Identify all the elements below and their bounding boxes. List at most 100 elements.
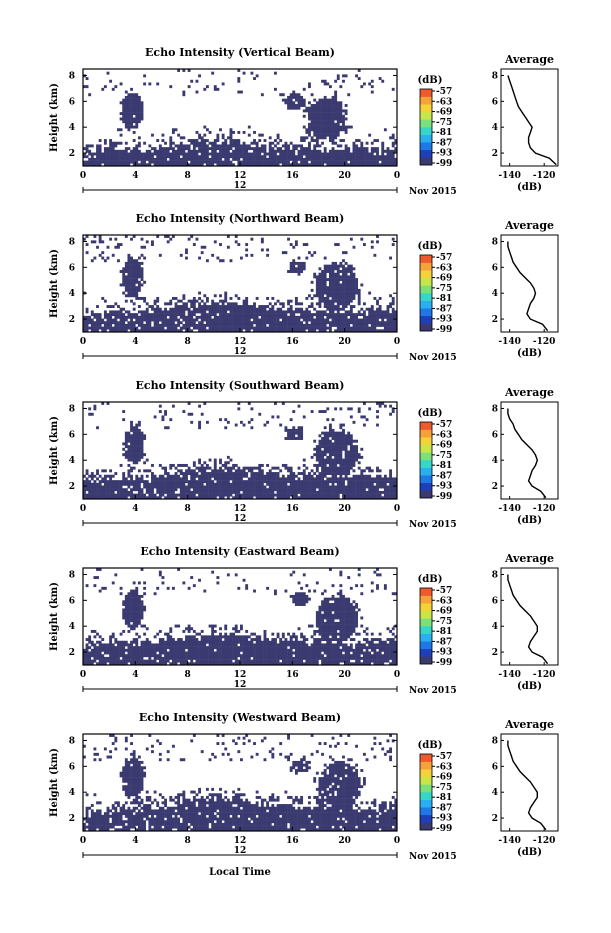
echo-cell: [240, 469, 243, 472]
echo-cell: [292, 265, 295, 268]
echo-cell: [143, 313, 146, 316]
echo-cell: [313, 319, 316, 322]
echo-cell: [237, 297, 240, 300]
echo-cell: [321, 158, 324, 161]
echo-cell: [182, 491, 185, 494]
echo-cell: [169, 158, 172, 161]
echo-cell: [130, 480, 133, 483]
echo-cell: [138, 96, 141, 99]
echo-cell: [133, 657, 136, 660]
echo-cell: [222, 494, 225, 497]
echo-cell: [122, 483, 125, 486]
echo-cell: [235, 147, 238, 150]
echo-cell: [269, 475, 272, 478]
echo-cell: [313, 115, 316, 118]
echo-cell: [175, 467, 178, 470]
echo-cell: [120, 308, 123, 311]
colorbar-tick-label: -69: [436, 108, 452, 118]
echo-cell: [277, 313, 280, 316]
echo-cell: [203, 467, 206, 470]
echo-cell: [127, 592, 130, 595]
echo-cell: [329, 284, 332, 287]
echo-cell: [371, 327, 374, 330]
echo-cell: [319, 300, 322, 303]
echo-cell: [287, 155, 290, 158]
echo-cell: [164, 153, 167, 156]
echo-cell: [290, 99, 293, 102]
echo-cell: [237, 153, 240, 156]
echo-cell: [316, 115, 319, 118]
echo-cell: [143, 437, 146, 440]
echo-cell: [235, 324, 238, 327]
echo-cell: [216, 161, 219, 164]
echo-cell: [222, 483, 225, 486]
echo-cell: [154, 150, 157, 153]
echo-cell: [201, 161, 204, 164]
echo-cell: [138, 321, 141, 324]
echo-cell: [127, 321, 130, 324]
echo-cell: [245, 300, 248, 303]
echo-cell: [329, 313, 332, 316]
echo-cell: [209, 321, 212, 324]
echo-cell: [167, 475, 170, 478]
echo-cell: [188, 139, 191, 142]
echo-cell: [253, 305, 256, 308]
echo-cell: [329, 494, 332, 497]
echo-cell: [298, 426, 301, 429]
echo-cell: [371, 308, 374, 311]
echo-cell: [324, 120, 327, 123]
echo-cell: [117, 488, 120, 491]
echo-cell: [256, 494, 259, 497]
echo-cell: [311, 136, 314, 139]
echo-cell: [216, 147, 219, 150]
echo-cell: [162, 150, 165, 153]
echo-cell: [256, 319, 259, 322]
echo-cell: [135, 442, 138, 445]
echo-cell: [203, 294, 206, 297]
echo-cell: [311, 289, 314, 292]
echo-cell: [261, 321, 264, 324]
echo-cell: [321, 131, 324, 134]
echo-cell: [353, 491, 356, 494]
echo-cell: [319, 128, 322, 131]
echo-cell: [138, 424, 141, 427]
echo-cell: [324, 480, 327, 483]
echo-cell: [287, 327, 290, 330]
echo-cell: [114, 573, 117, 576]
echo-cell: [311, 120, 314, 123]
echo-cell: [232, 131, 235, 134]
echo-cell: [277, 483, 280, 486]
echo-cell: [109, 319, 112, 322]
echo-cell: [379, 310, 382, 313]
echo-cell: [355, 278, 358, 281]
echo-cell: [196, 319, 199, 322]
echo-cell: [175, 128, 178, 131]
echo-cell: [311, 155, 314, 158]
echo-cell: [125, 155, 128, 158]
echo-cell: [141, 297, 144, 300]
echo-cell: [313, 440, 316, 443]
echo-cell: [164, 158, 167, 161]
echo-cell: [324, 153, 327, 156]
echo-cell: [342, 486, 345, 489]
echo-cell: [256, 472, 259, 475]
echo-cell: [337, 115, 340, 118]
echo-cell: [96, 641, 99, 644]
echo-cell: [125, 158, 128, 161]
echo-cell: [284, 464, 287, 467]
echo-cell: [130, 451, 133, 454]
echo-cell: [203, 155, 206, 158]
echo-cell: [162, 494, 165, 497]
echo-cell: [266, 491, 269, 494]
echo-cell: [345, 284, 348, 287]
echo-cell: [334, 118, 337, 121]
echo-cell: [230, 308, 233, 311]
echo-cell: [248, 488, 251, 491]
echo-cell: [154, 300, 157, 303]
echo-cell: [329, 302, 332, 305]
echo-cell: [117, 324, 120, 327]
echo-cell: [96, 161, 99, 164]
echo-cell: [99, 654, 102, 657]
echo-cell: [175, 475, 178, 478]
echo-cell: [274, 475, 277, 478]
